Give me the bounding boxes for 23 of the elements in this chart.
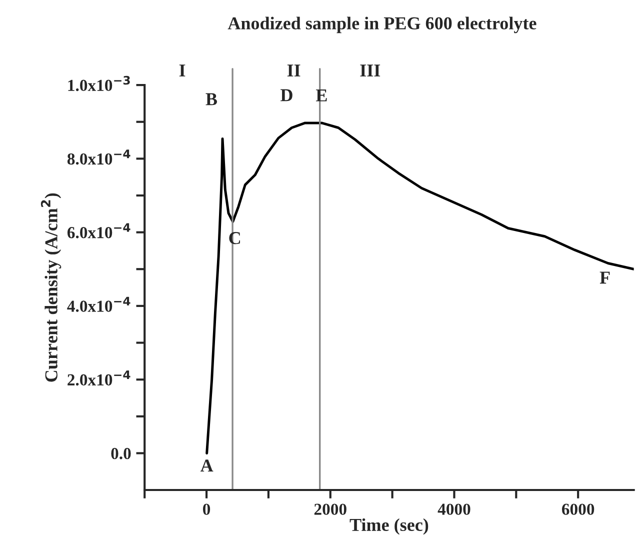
text: III: [360, 64, 380, 76]
annotation: C: [229, 232, 240, 244]
y-axis-title: Current density (A/cm$^{2}$): [40, 193, 62, 382]
y-tick-label: 4.0x10$^{−4}$: [67, 296, 130, 312]
x-tick-label: 2000: [314, 504, 346, 515]
x-tick-label: 4000: [438, 504, 470, 515]
annotation: A: [200, 460, 214, 472]
x-tick-label: 0: [202, 504, 210, 515]
y-tick-label: 8.0x10$^{−4}$: [67, 150, 130, 165]
text: I: [179, 64, 186, 76]
x-tick-label: 6000: [562, 504, 594, 515]
line-series: [206, 122, 634, 454]
annotation: F: [600, 272, 610, 284]
y-tick-label: 2.0x10$^{−4}$: [68, 370, 130, 386]
chart-title: Anodized sample in PEG 600 electrolyte: [228, 16, 536, 34]
text: II: [287, 64, 300, 76]
y-tick-label: 0.0: [111, 448, 131, 460]
y-tick-label: 1.0x10$^{−3}$: [68, 76, 130, 92]
x-axis-title: Time (sec): [350, 518, 428, 535]
annotation: D: [280, 89, 292, 102]
annotation: B: [206, 93, 218, 106]
y-tick-label: 6.0x10$^{−4}$: [67, 223, 130, 238]
annotation: E: [316, 89, 327, 102]
